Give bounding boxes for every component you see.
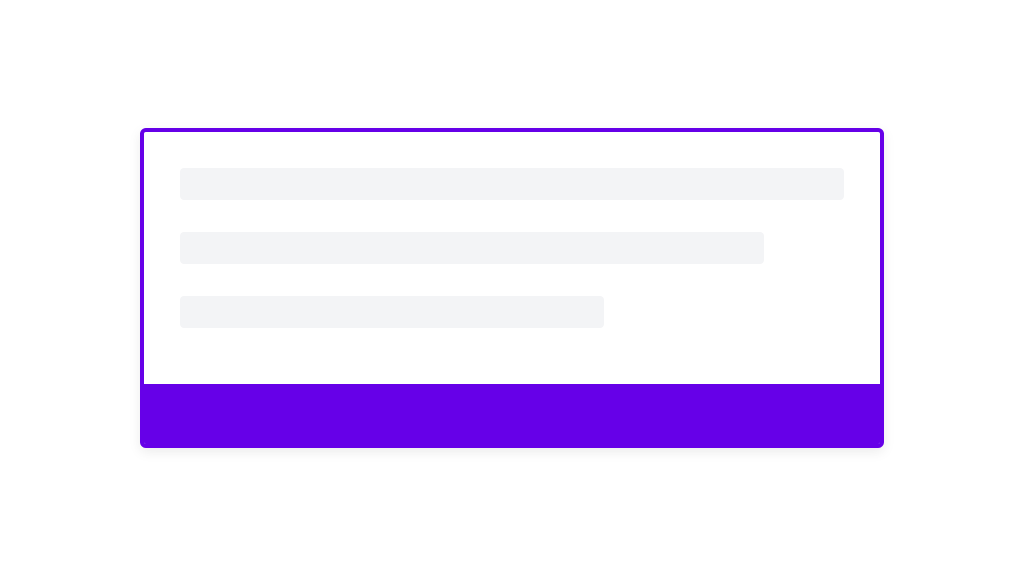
skeleton-line-1: [180, 168, 844, 200]
card-footer: [144, 384, 880, 444]
loading-card: [140, 128, 884, 448]
skeleton-line-2: [180, 232, 764, 264]
skeleton-line-3: [180, 296, 604, 328]
